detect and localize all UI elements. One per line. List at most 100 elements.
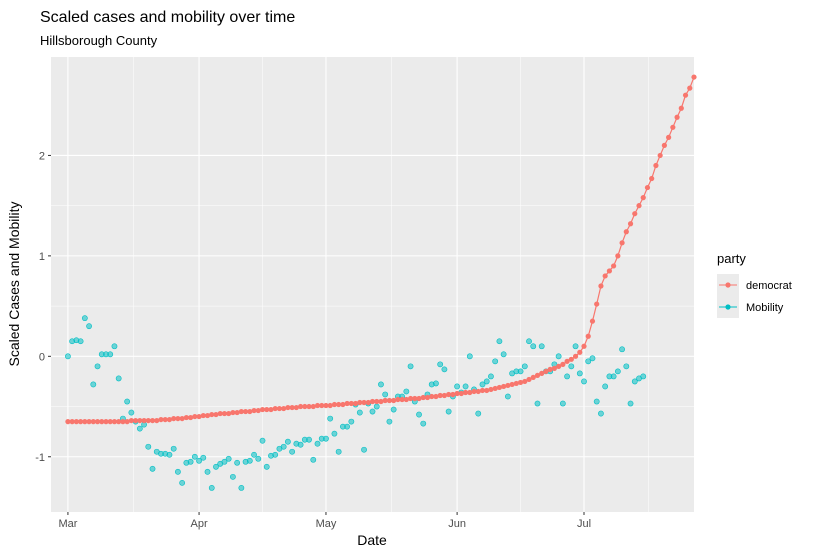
mobility-point bbox=[433, 380, 439, 387]
democrat-point bbox=[691, 74, 697, 80]
democrat-point bbox=[602, 273, 608, 279]
mobility-point bbox=[327, 415, 334, 422]
democrat-point bbox=[251, 407, 257, 414]
democrat-point bbox=[551, 365, 558, 371]
mobility-point bbox=[306, 436, 312, 443]
democrat-point bbox=[556, 363, 562, 369]
democrat-point bbox=[137, 417, 143, 424]
democrat-point bbox=[454, 390, 460, 397]
mobility-point bbox=[386, 418, 393, 425]
mobility-point bbox=[361, 446, 367, 453]
mobility-point bbox=[314, 440, 321, 447]
democrat-point bbox=[268, 406, 274, 413]
mobility-point bbox=[204, 468, 211, 475]
democrat-point bbox=[65, 419, 71, 425]
democrat-point bbox=[154, 417, 160, 424]
democrat-point bbox=[488, 386, 494, 393]
democrat-point bbox=[293, 404, 299, 411]
mobility-point bbox=[191, 453, 198, 460]
democrat-point bbox=[560, 361, 566, 367]
mobility-point bbox=[136, 425, 143, 432]
democrat-point bbox=[141, 417, 147, 424]
democrat-point bbox=[314, 402, 321, 409]
mobility-point bbox=[441, 366, 448, 373]
democrat-point bbox=[78, 419, 84, 425]
democrat-point bbox=[175, 415, 181, 422]
mobility-point bbox=[263, 463, 270, 470]
y-tick-label: -1 bbox=[35, 452, 45, 464]
mobility-point bbox=[517, 368, 524, 375]
democrat-point bbox=[99, 419, 105, 425]
democrat-point bbox=[475, 388, 481, 395]
legend: party democrat Mobility bbox=[717, 251, 792, 318]
mobility-point bbox=[246, 457, 253, 464]
democrat-point bbox=[348, 400, 354, 407]
democrat-point bbox=[589, 318, 596, 324]
mobility-point bbox=[521, 363, 528, 370]
axis-layer: -1 0 1 2 Mar Apr May Jun Jul bbox=[35, 150, 591, 530]
mobility-point bbox=[166, 451, 173, 458]
democrat-point bbox=[424, 394, 431, 401]
democrat-point bbox=[437, 392, 443, 399]
democrat-point bbox=[530, 374, 536, 381]
democrat-point bbox=[517, 379, 524, 386]
mobility-point bbox=[335, 448, 342, 455]
mobility-point bbox=[538, 343, 545, 350]
democrat-point bbox=[543, 368, 549, 374]
democrat-point bbox=[522, 378, 528, 385]
plot-panel bbox=[51, 57, 694, 512]
democrat-point bbox=[429, 393, 435, 400]
democrat-point bbox=[255, 407, 261, 414]
democrat-point bbox=[441, 392, 448, 399]
democrat-point bbox=[289, 404, 295, 411]
democrat-point bbox=[682, 92, 689, 98]
mobility-point bbox=[504, 393, 511, 400]
democrat-point bbox=[319, 402, 325, 409]
democrat-point bbox=[204, 412, 211, 419]
mobility-point bbox=[187, 458, 194, 465]
mobility-point bbox=[90, 381, 97, 388]
democrat-point bbox=[386, 397, 393, 404]
democrat-point bbox=[611, 263, 617, 269]
democrat-point bbox=[149, 417, 156, 424]
mobility-point bbox=[488, 373, 494, 380]
mobility-point bbox=[589, 355, 596, 362]
mobility-point bbox=[572, 343, 579, 350]
democrat-point bbox=[471, 388, 477, 395]
mobility-point bbox=[416, 411, 422, 418]
x-tick-label: Jun bbox=[448, 518, 466, 530]
mobility-point bbox=[420, 420, 427, 427]
democrat-point bbox=[166, 416, 173, 423]
mobility-point bbox=[610, 373, 617, 380]
mobility-point bbox=[479, 381, 486, 388]
democrat-point bbox=[183, 414, 189, 421]
democrat-point bbox=[200, 412, 206, 419]
democrat-point bbox=[526, 376, 532, 383]
democrat-point bbox=[179, 415, 185, 422]
mobility-point bbox=[94, 363, 101, 370]
democrat-point bbox=[259, 406, 266, 413]
democrat-point bbox=[196, 413, 202, 420]
mobility-point bbox=[568, 363, 575, 370]
mobility-point bbox=[483, 378, 490, 385]
democrat-point bbox=[458, 390, 464, 397]
mobility-point bbox=[238, 484, 245, 491]
series-layer bbox=[65, 74, 697, 491]
mobility-point bbox=[475, 410, 482, 417]
mobility-point bbox=[77, 338, 84, 345]
y-axis-title: Scaled Cases and Mobility bbox=[6, 202, 22, 367]
chart-subtitle: Hillsborough County bbox=[40, 33, 158, 48]
democrat-point bbox=[568, 356, 574, 362]
legend-label-mobility: Mobility bbox=[746, 302, 784, 314]
mobility-point bbox=[356, 409, 363, 416]
democrat-point bbox=[678, 105, 684, 111]
mobility-point bbox=[462, 383, 469, 390]
democrat-point bbox=[352, 400, 359, 407]
mobility-point bbox=[284, 438, 291, 445]
democrat-point bbox=[636, 203, 642, 209]
democrat-point bbox=[306, 403, 312, 410]
democrat-point bbox=[649, 175, 655, 182]
mobility-point bbox=[179, 479, 186, 486]
democrat-point bbox=[496, 384, 503, 391]
